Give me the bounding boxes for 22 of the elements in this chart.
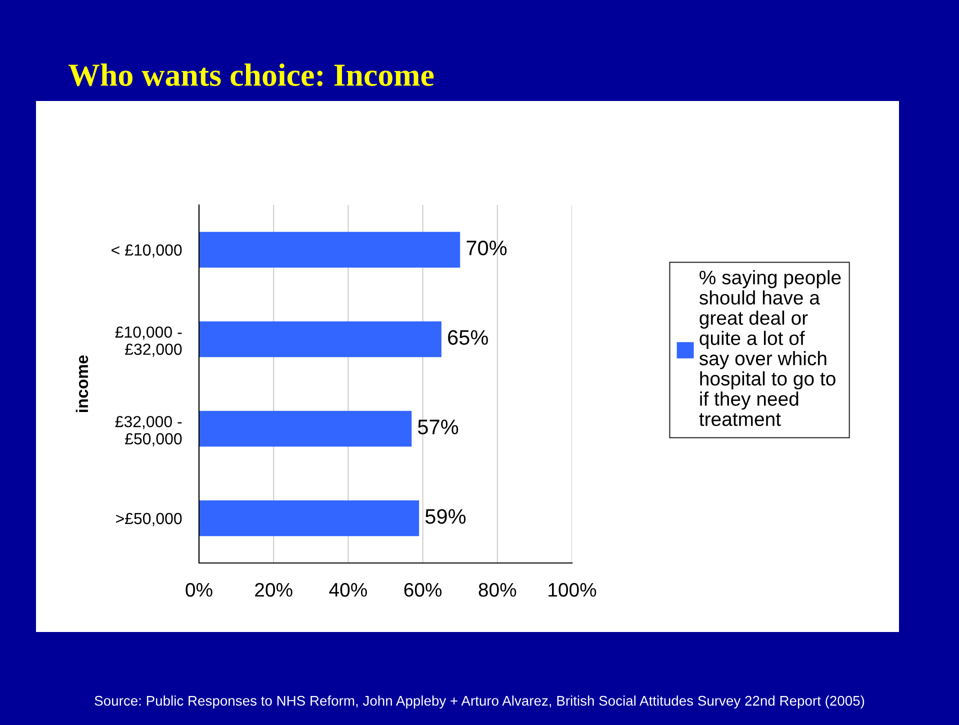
x-tick-label: 20%: [255, 582, 292, 597]
x-tick-label: 80%: [478, 582, 516, 597]
data-label: 65%: [448, 330, 488, 345]
bar: [199, 321, 442, 358]
x-tick-label: 0%: [186, 582, 212, 597]
y-tick-label: £10,000 - £32,000: [115, 326, 182, 357]
y-tick-label: >£50,000: [116, 512, 182, 526]
y-tick-label: < £10,000: [112, 244, 182, 258]
legend-label: % saying people should have a great deal or quite a lot of say over which hospital to go to if they need treatment: [699, 270, 841, 426]
source-note: Source: Public Responses to NHS Reform, John Appleby + Arturo Alvarez, British Social Attitudes Survey 22nd Report (2005): [94, 696, 864, 708]
y-axis-title: income: [76, 355, 88, 412]
y-tick-label: £32,000 - £50,000: [115, 416, 182, 446]
data-label: 57%: [418, 420, 458, 434]
bar: [199, 232, 460, 268]
x-tick-label: 60%: [404, 582, 442, 597]
data-label: 70%: [466, 240, 507, 256]
x-tick-label: 40%: [329, 582, 367, 597]
x-tick-label: 100%: [548, 582, 596, 597]
bar: [199, 500, 420, 536]
chart-title: Who wants choice: Income: [68, 64, 434, 86]
data-label: 59%: [425, 509, 466, 524]
bar: [199, 410, 412, 447]
